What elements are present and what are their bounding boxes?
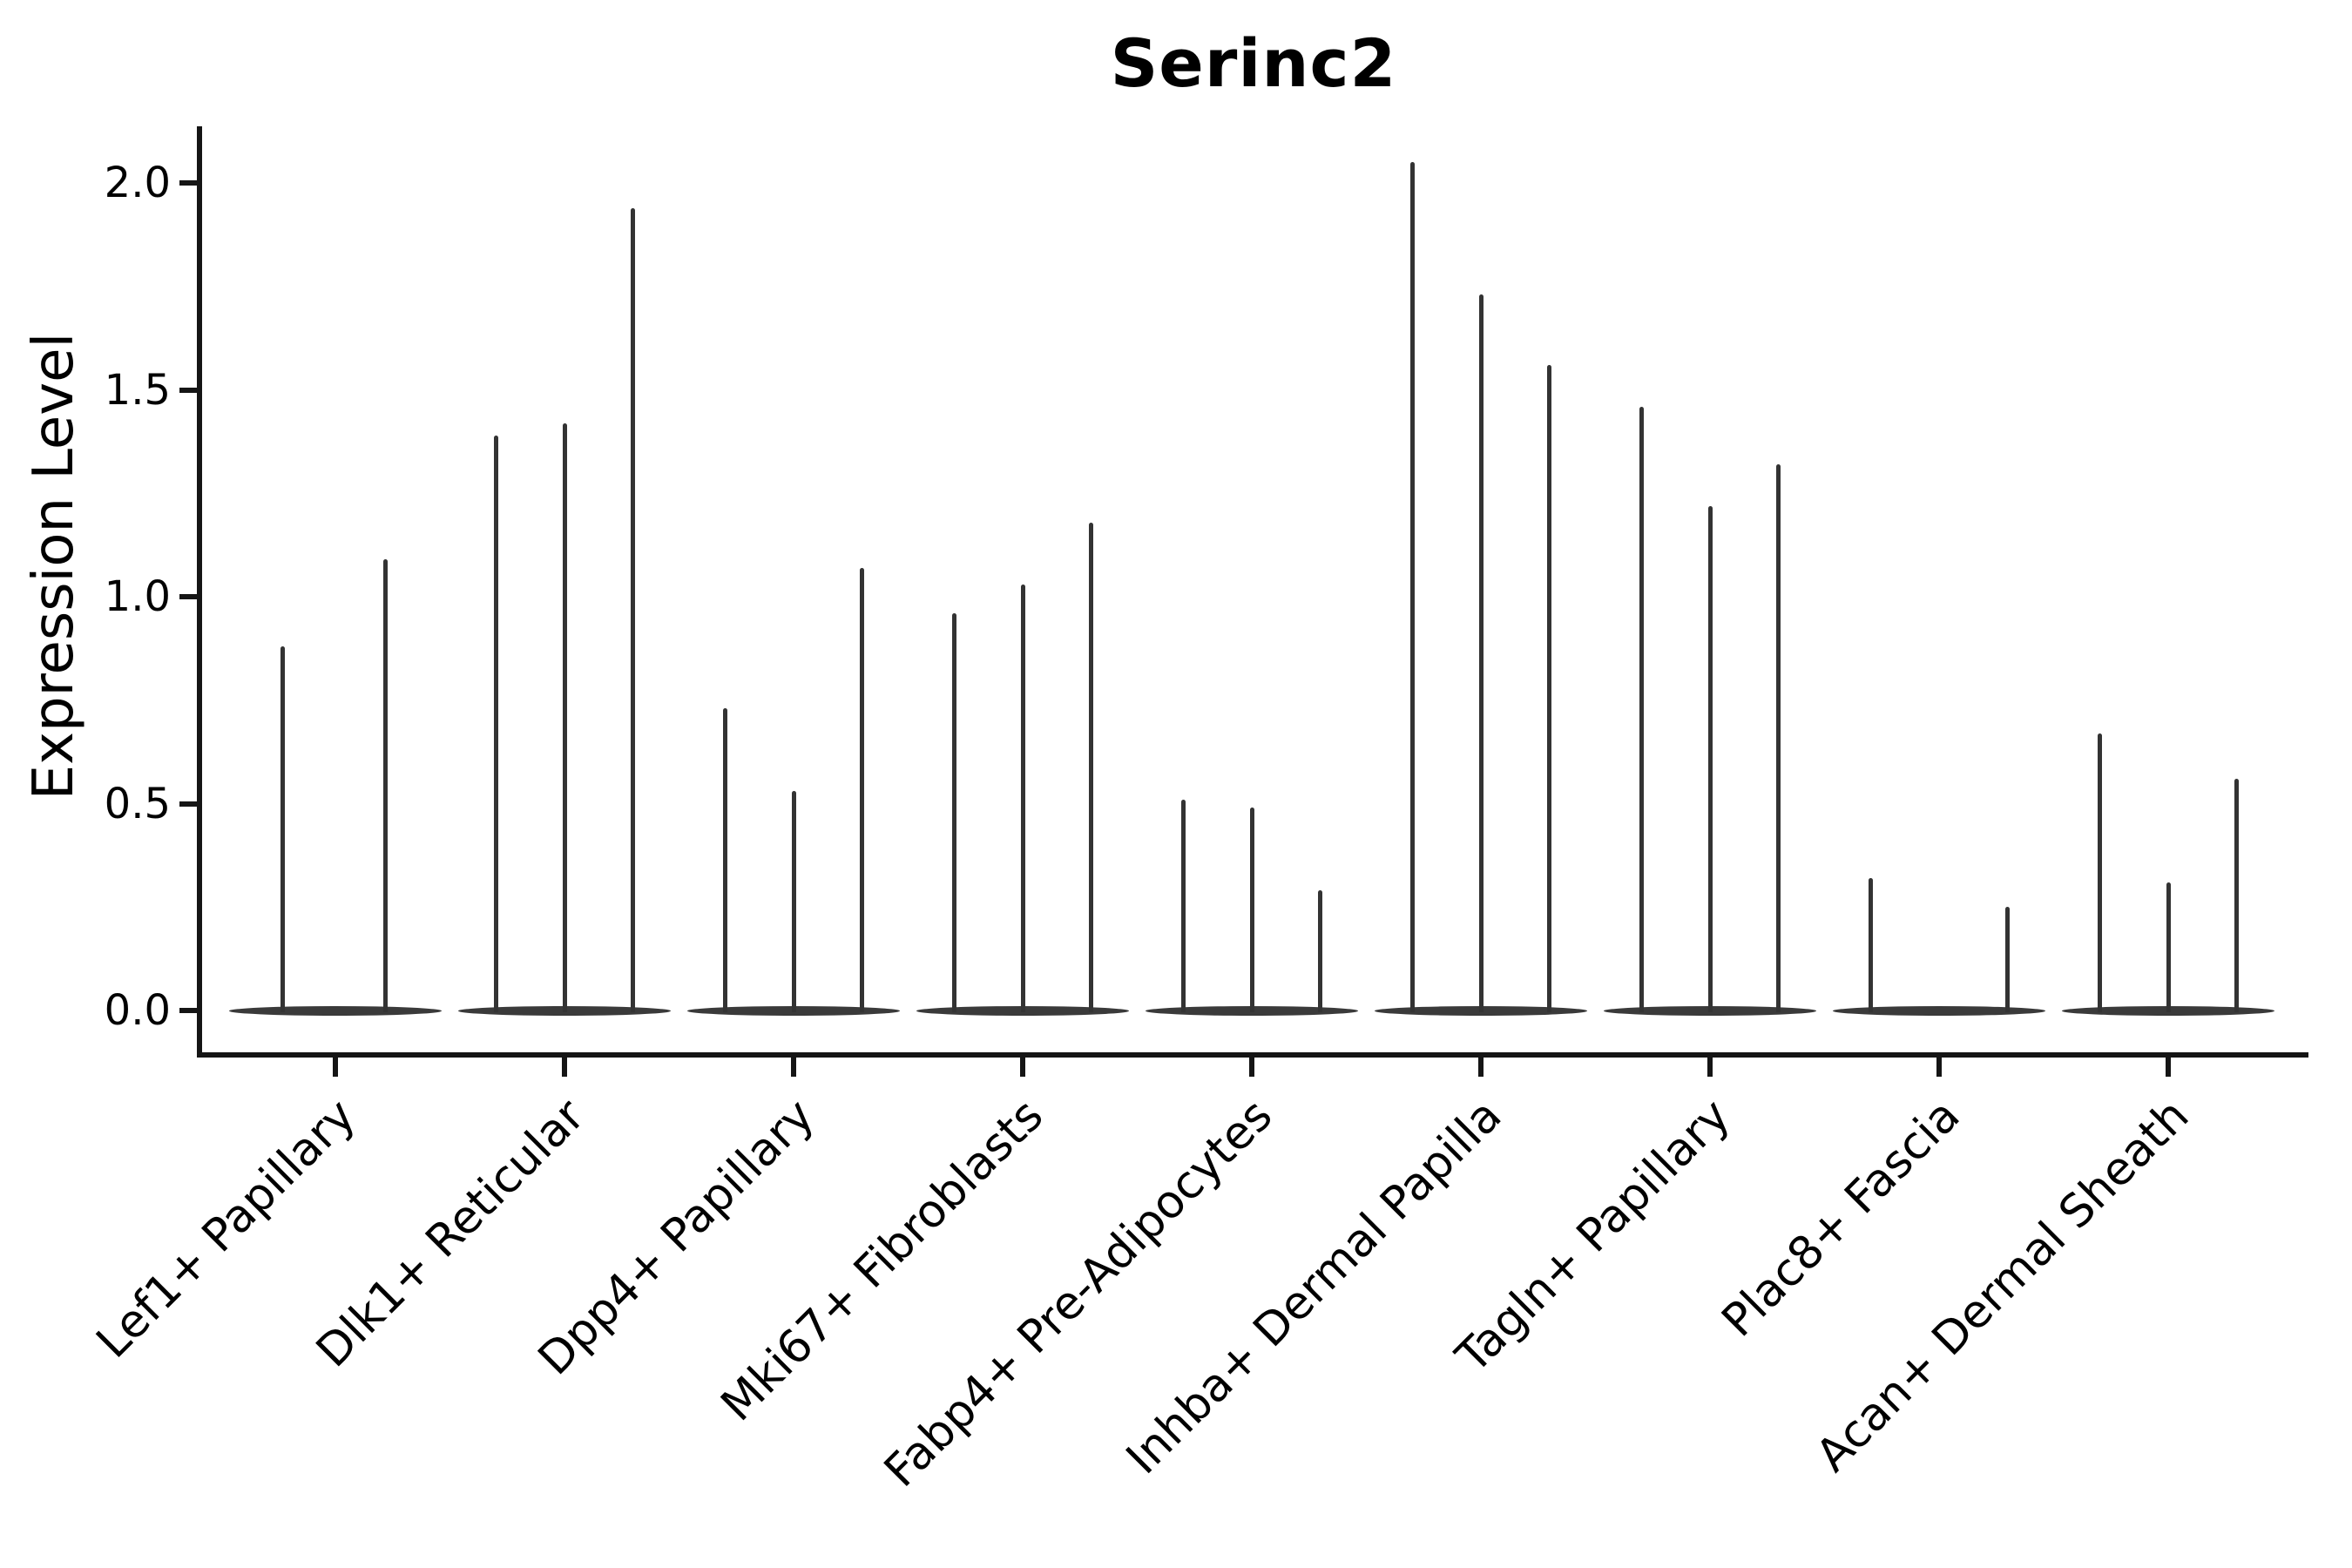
x-tick [1707,1058,1713,1077]
violin-needle [1707,505,1713,1012]
violin-needle [2005,907,2011,1012]
violin-base [229,1006,442,1016]
x-tick [562,1058,567,1077]
violin-needle [631,207,636,1012]
y-tick [179,180,197,186]
x-axis-spine [197,1052,2308,1058]
violin-needle [1089,522,1094,1012]
violin-needle [2234,779,2240,1012]
plot-title: Serinc2 [1110,24,1397,102]
violin-needle [2166,882,2171,1012]
violin-needle [562,422,567,1012]
x-tick [1020,1058,1025,1077]
violin-needle [860,567,865,1012]
x-tick-label: Inhba+ Dermal Papilla [1116,1089,1512,1485]
violin-needle [1776,464,1781,1012]
y-tick-label: 1.0 [104,572,171,621]
violin-needle [1318,890,1323,1012]
x-tick [1478,1058,1484,1077]
violin-needle [1547,365,1552,1012]
violin-base [1833,1006,2045,1016]
y-tick [179,387,197,393]
violin-needle [2097,733,2102,1012]
violin-needle [791,791,796,1012]
violin-needle [1249,808,1254,1012]
violin-needle [1868,878,1873,1012]
y-tick [179,594,197,599]
violin-needle [1020,584,1025,1012]
x-tick [1249,1058,1254,1077]
violin-needle [722,708,727,1012]
violin-needle [1409,162,1415,1012]
violin-needle [493,435,498,1012]
violin-needle [1180,799,1186,1012]
y-axis-label: Expression Level [22,332,86,801]
violin-needle [280,646,285,1012]
y-tick [179,801,197,807]
y-tick-label: 0.5 [104,779,171,828]
x-tick-label: Acan+ Dermal Sheath [1806,1089,2200,1483]
violin-needle [383,559,389,1012]
y-axis-spine [197,126,202,1057]
x-tick [1936,1058,1942,1077]
y-tick-label: 1.5 [104,365,171,415]
y-tick-label: 0.0 [104,986,171,1035]
violin-needle [951,613,956,1012]
y-tick [179,1008,197,1013]
x-tick-label: Fabp4+ Pre-Adipocytes [874,1089,1283,1497]
violin-needle [1639,406,1644,1012]
violin-needle [1478,294,1484,1012]
x-tick [333,1058,338,1077]
x-tick [2166,1058,2171,1077]
x-tick [791,1058,796,1077]
y-tick-label: 2.0 [104,159,171,207]
x-tick-label: Plac8+ Fascia [1712,1089,1970,1348]
